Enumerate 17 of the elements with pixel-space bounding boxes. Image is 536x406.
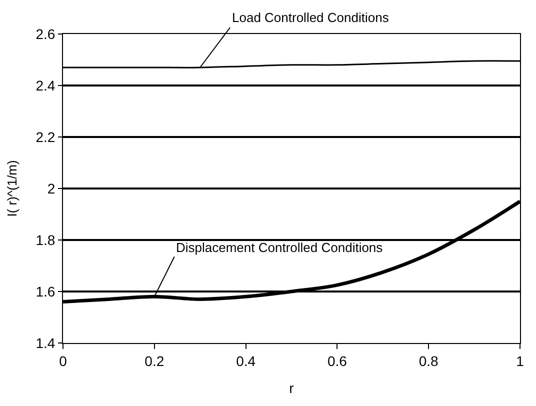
- y-tick-label: 2.6: [36, 26, 56, 42]
- x-axis-title: r: [289, 380, 294, 396]
- x-tick-label: 0.4: [236, 352, 256, 369]
- y-tick-label: 2.4: [36, 77, 56, 94]
- y-tick-label: 2: [47, 180, 56, 196]
- series-label: Displacement Controlled Conditions: [176, 240, 384, 255]
- y-axis-title: I( r)^(1/m): [4, 160, 20, 217]
- y-tick-label: 1.8: [36, 232, 56, 248]
- y-tick-label: 1.6: [36, 283, 56, 300]
- y-tick-label: 1.4: [36, 334, 56, 351]
- x-tick-label: 0: [59, 352, 68, 369]
- x-tick-label: 0.8: [418, 352, 439, 369]
- y-tick-label: 2.2: [36, 128, 56, 145]
- x-tick-label: 0.2: [144, 352, 164, 369]
- text: Load Controlled Conditions: [232, 10, 390, 25]
- x-tick-label: 1: [516, 352, 524, 369]
- x-tick-label: 0.6: [327, 352, 348, 369]
